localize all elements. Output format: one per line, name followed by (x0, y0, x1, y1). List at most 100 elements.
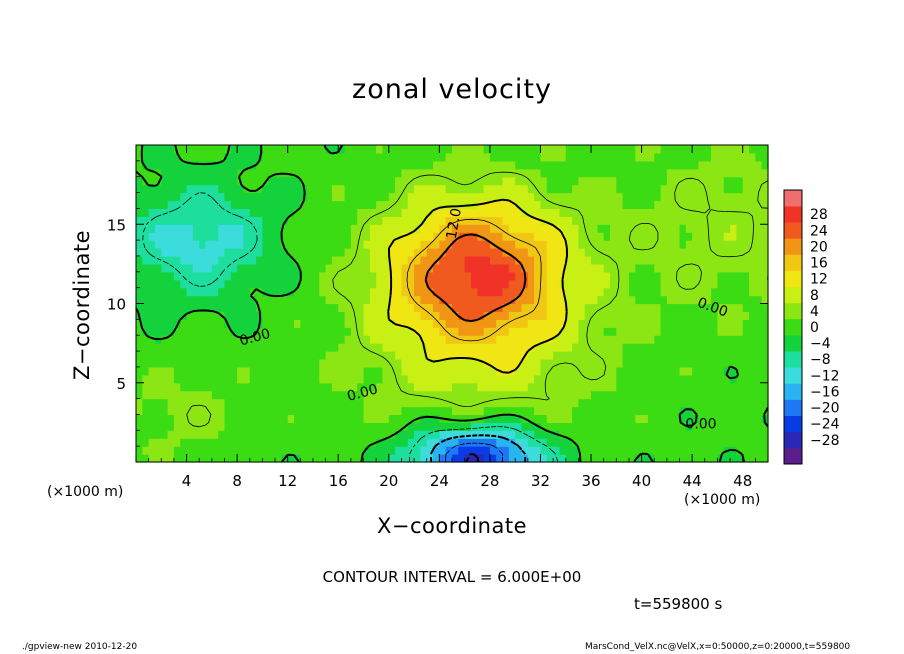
heatmap-cell (540, 255, 548, 265)
heatmap-cell (407, 351, 415, 360)
heatmap-cell (294, 152, 301, 162)
heatmap-cell (426, 192, 434, 202)
heatmap-cell (534, 343, 542, 352)
heatmap-cell (142, 145, 150, 154)
heatmap-cell (433, 406, 440, 416)
heatmap-cell (319, 224, 327, 233)
heatmap-cell (268, 255, 276, 265)
heatmap-cell (496, 454, 504, 463)
heatmap-cell (736, 422, 744, 431)
heatmap-cell (546, 446, 554, 455)
heatmap-cell (711, 319, 719, 328)
heatmap-cell (736, 327, 744, 336)
heatmap-cell (559, 160, 567, 170)
heatmap-cell (325, 279, 333, 289)
heatmap-cell (363, 422, 371, 431)
heatmap-cell (521, 248, 529, 257)
heatmap-cell (268, 303, 276, 313)
heatmap-cell (192, 358, 200, 368)
heatmap-cell (698, 335, 706, 344)
heatmap-cell (597, 287, 605, 297)
heatmap-cell (704, 406, 712, 416)
heatmap-cell (445, 406, 453, 416)
heatmap-cell (635, 279, 643, 289)
heatmap-cell (527, 255, 535, 265)
heatmap-cell (275, 454, 282, 463)
heatmap-cell (698, 160, 706, 170)
heatmap-cell (730, 327, 737, 336)
heatmap-cell (338, 287, 346, 297)
heatmap-cell (534, 271, 542, 281)
heatmap-cell (420, 263, 428, 273)
heatmap-cell (711, 152, 719, 162)
heatmap-cell (711, 248, 719, 257)
heatmap-cell (534, 398, 542, 408)
heatmap-cell (679, 287, 687, 297)
heatmap-cell (445, 192, 453, 202)
heatmap-cell (433, 311, 440, 320)
heatmap-cell (458, 184, 466, 194)
heatmap-cell (363, 287, 371, 297)
heatmap-cell (692, 184, 700, 194)
heatmap-cell (610, 382, 617, 392)
heatmap-cell (622, 248, 630, 257)
heatmap-cell (256, 279, 263, 289)
heatmap-cell (704, 263, 712, 273)
heatmap-cell (268, 382, 276, 392)
heatmap-cell (369, 366, 377, 376)
heatmap-cell (458, 327, 466, 336)
heatmap-cell (591, 255, 598, 265)
x-tick-label: 40 (632, 472, 651, 490)
heatmap-cell (167, 168, 175, 178)
heatmap-cell (439, 152, 447, 162)
colorbar-label: −24 (810, 417, 840, 433)
heatmap-cell (597, 224, 605, 233)
heatmap-cell (268, 390, 276, 400)
heatmap-cell (218, 255, 226, 265)
heatmap-cell (173, 422, 181, 431)
heatmap-cell (711, 422, 719, 431)
heatmap-cell (192, 295, 200, 305)
heatmap-cell (622, 224, 630, 233)
heatmap-cell (591, 366, 598, 376)
heatmap-cell (673, 192, 681, 202)
heatmap-cell (287, 279, 295, 289)
heatmap-cell (148, 358, 156, 368)
heatmap-cell (489, 145, 497, 154)
heatmap-cell (717, 295, 725, 305)
heatmap-cell (666, 200, 674, 210)
heatmap-cell (591, 208, 598, 217)
heatmap-cell (369, 271, 377, 281)
heatmap-cell (357, 430, 365, 439)
heatmap-cell (294, 390, 301, 400)
heatmap-cell (388, 176, 396, 186)
heatmap-cell (249, 351, 257, 360)
heatmap-cell (584, 454, 592, 463)
heatmap-cell (445, 295, 453, 305)
heatmap-cell (591, 271, 598, 281)
heatmap-cell (755, 414, 763, 423)
heatmap-cell (717, 366, 725, 376)
heatmap-cell (154, 279, 162, 289)
heatmap-cell (603, 454, 611, 463)
heatmap-cell (521, 390, 529, 400)
heatmap-cell (654, 414, 662, 423)
heatmap-cell (723, 311, 731, 320)
heatmap-cell (224, 430, 232, 439)
heatmap-cell (641, 414, 649, 423)
heatmap-cell (458, 358, 466, 368)
heatmap-cell (742, 152, 750, 162)
heatmap-cell (224, 295, 232, 305)
heatmap-cell (192, 145, 200, 154)
heatmap-cell (211, 295, 219, 305)
heatmap-cell (553, 422, 561, 431)
heatmap-cell (407, 366, 415, 376)
heatmap-cell (736, 382, 744, 392)
heatmap-cell (698, 152, 706, 162)
heatmap-cell (502, 271, 510, 281)
heatmap-cell (294, 145, 301, 154)
heatmap-cell (572, 295, 579, 305)
heatmap-cell (192, 319, 200, 328)
heatmap-cell (553, 343, 561, 352)
heatmap-cell (344, 438, 352, 447)
